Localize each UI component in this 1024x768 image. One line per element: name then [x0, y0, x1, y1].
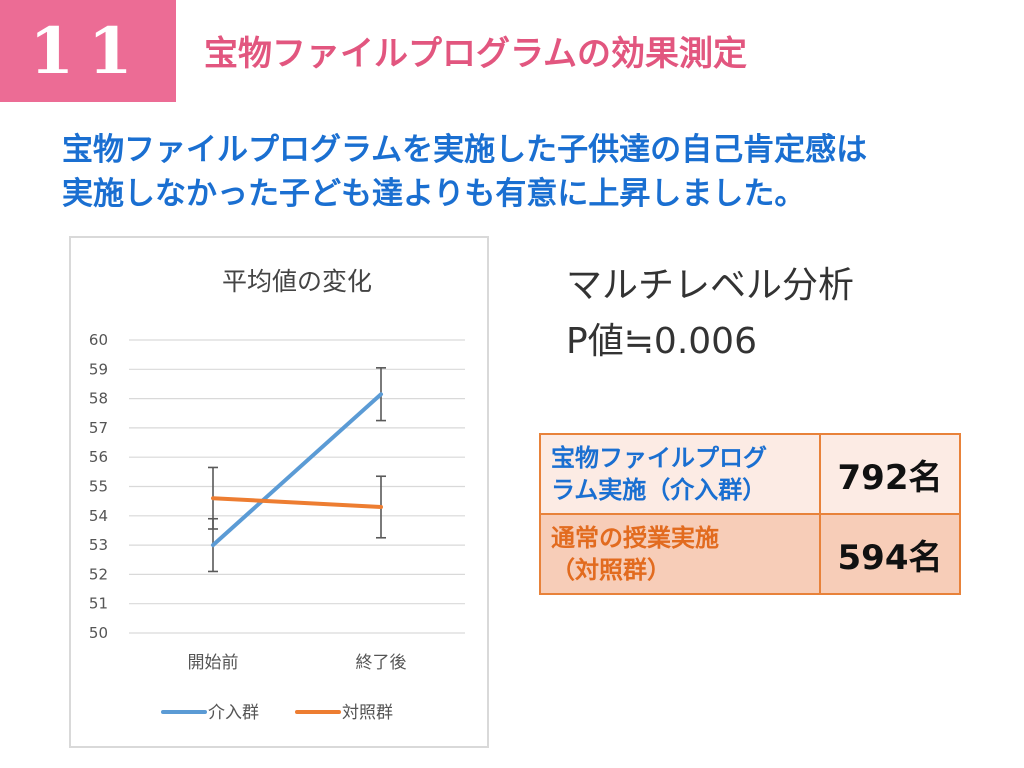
table-row: 通常の授業実施 （対照群） 594名	[539, 513, 961, 595]
headline-line: 実施しなかった子ども達よりも有意に上昇しました。	[62, 176, 806, 212]
table-row: 宝物ファイルプログ ラム実施（介入群） 792名	[539, 433, 961, 515]
y-tick-label: 55	[89, 478, 108, 496]
group-label-line: 宝物ファイルプログ	[551, 444, 767, 472]
y-tick-label: 56	[89, 448, 108, 466]
group-label-line: ラム実施（介入群）	[551, 476, 767, 504]
y-tick-label: 50	[89, 624, 108, 642]
group-count: 594名	[819, 513, 961, 595]
group-label: 宝物ファイルプログ ラム実施（介入群）	[539, 433, 821, 515]
y-tick-label: 57	[89, 419, 108, 437]
y-tick-label: 58	[89, 390, 108, 408]
y-tick-label: 53	[89, 536, 108, 554]
group-label-line: 通常の授業実施	[551, 524, 719, 552]
slide-number-box: 11	[0, 0, 176, 102]
group-count: 792名	[819, 433, 961, 515]
legend-label: 介入群	[208, 703, 259, 723]
x-tick-label: 終了後	[356, 653, 407, 673]
y-tick-label: 60	[89, 331, 108, 349]
group-label: 通常の授業実施 （対照群）	[539, 513, 821, 595]
group-label-line: （対照群）	[551, 556, 671, 584]
chart-title: 平均値の変化	[222, 267, 372, 296]
x-tick-label: 開始前	[188, 653, 239, 673]
line-chart: 平均値の変化 50 51 52 53 54 55 56 57 58 59 60 開始前 終了後介入群 対照群	[69, 236, 489, 748]
headline: 宝物ファイルプログラムを実施した子供達の自己肯定感は 実施しなかった子ども達より…	[62, 128, 1002, 216]
y-tick-label: 54	[89, 507, 108, 525]
slide-number: 11	[29, 13, 147, 89]
stats-block: マルチレベル分析 P値≒0.006	[566, 258, 854, 370]
analysis-method: マルチレベル分析	[566, 265, 855, 306]
y-tick-label: 59	[89, 360, 108, 378]
slide-title: 宝物ファイルプログラムの効果測定	[204, 34, 747, 74]
p-value: P値≒0.006	[566, 321, 757, 362]
series-line	[211, 392, 383, 548]
headline-line: 宝物ファイルプログラムを実施した子供達の自己肯定感は	[62, 132, 868, 168]
legend-label: 対照群	[342, 703, 393, 723]
y-tick-label: 51	[89, 595, 108, 613]
series-line	[211, 496, 383, 510]
group-table: 宝物ファイルプログ ラム実施（介入群） 792名 通常の授業実施 （対照群） 5…	[539, 433, 961, 595]
y-tick-label: 52	[89, 565, 108, 583]
